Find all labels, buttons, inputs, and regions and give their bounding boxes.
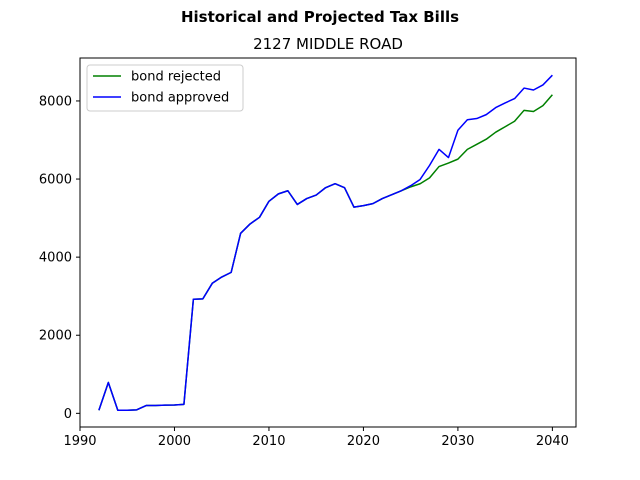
chart-suptitle: Historical and Projected Tax Bills	[181, 8, 459, 26]
legend: bond rejected bond approved	[86, 64, 244, 112]
series-lines	[98, 74, 553, 411]
legend-label: bond rejected	[131, 70, 221, 85]
x-tick-label: 2030	[441, 434, 474, 449]
x-tick-label: 1990	[63, 434, 96, 449]
plot-frame	[79, 57, 577, 428]
legend-label: bond approved	[131, 91, 229, 106]
y-tick-label: 2000	[39, 329, 72, 344]
x-tick-label: 2020	[347, 434, 380, 449]
series-line-bond-approved	[98, 74, 553, 411]
axis-ticks: 1990 2000 2010 2020 2030 2040 0 2000 4000 6000 800…	[39, 94, 569, 449]
y-tick-label: 8000	[39, 94, 72, 109]
y-tick-label: 6000	[39, 173, 72, 188]
legend-box	[86, 64, 244, 112]
x-tick-label: 2010	[252, 434, 285, 449]
chart-title: 2127 MIDDLE ROAD	[253, 35, 403, 53]
y-tick-label: 0	[64, 407, 72, 422]
y-tick-label: 4000	[39, 251, 72, 266]
x-tick-label: 2000	[158, 434, 191, 449]
x-tick-label: 2040	[536, 434, 569, 449]
